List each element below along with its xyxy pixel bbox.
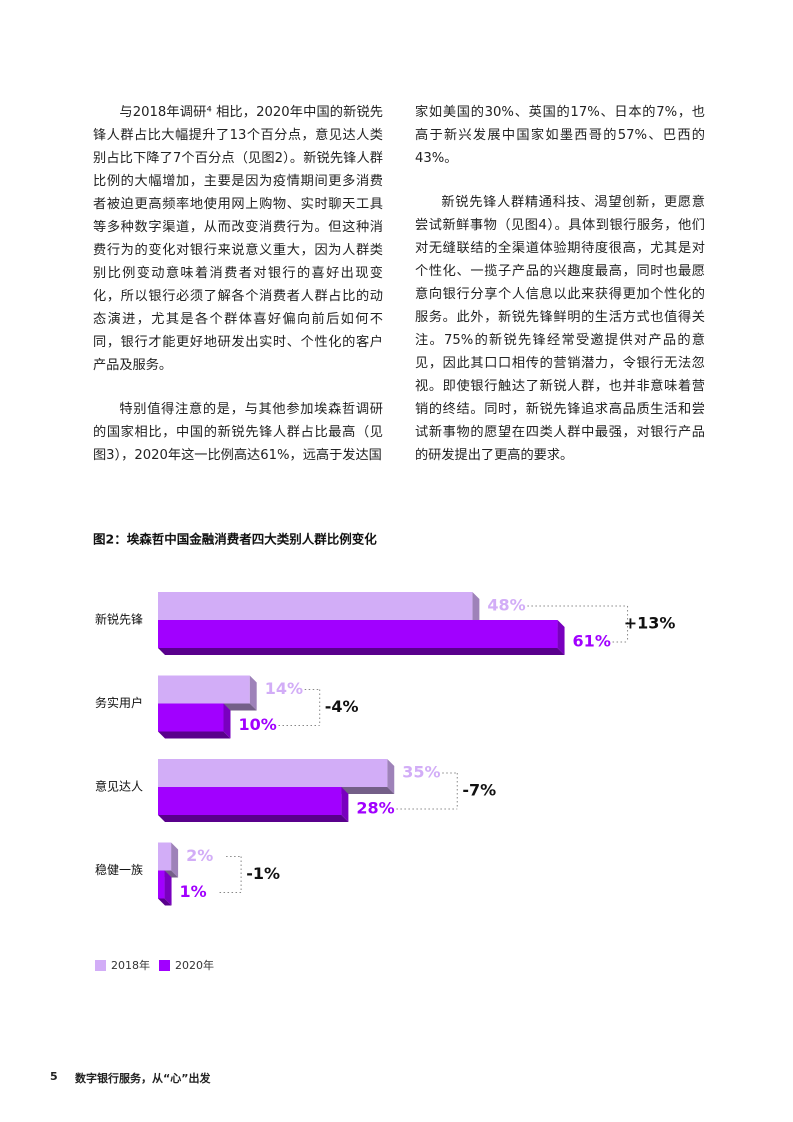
legend-label: 2018年 bbox=[111, 958, 150, 972]
bar-bottom bbox=[158, 815, 349, 822]
bar-side bbox=[557, 620, 565, 655]
paragraph: 新锐先锋人群精通科技、渴望创新，更愿意尝试新鲜事物（见图4）。具体到银行服务，他… bbox=[415, 195, 705, 463]
right-column: 家如美国的30%、英国的17%、日本的7%，也高于新兴发展中国家如墨西哥的57%… bbox=[415, 101, 705, 488]
bar-side bbox=[171, 842, 179, 878]
legend-swatch bbox=[95, 960, 106, 971]
category-label: 稳健一族 bbox=[95, 862, 143, 877]
change-label: -7% bbox=[462, 781, 496, 800]
bar bbox=[158, 675, 250, 704]
bar-side bbox=[164, 870, 172, 906]
value-label: 1% bbox=[180, 882, 207, 901]
value-label: 2% bbox=[186, 846, 213, 865]
category-label: 意见达人 bbox=[95, 779, 143, 794]
bar bbox=[158, 842, 172, 871]
paragraph: 与2018年调研⁴ 相比，2020年中国的新锐先锋人群占比大幅提升了13个百分点… bbox=[93, 105, 383, 373]
category-label: 新锐先锋 bbox=[95, 612, 143, 627]
bar-side bbox=[387, 759, 395, 794]
category-label: 务实用户 bbox=[95, 695, 143, 710]
value-label: 10% bbox=[239, 715, 277, 734]
value-label: 28% bbox=[356, 799, 394, 818]
bar-bottom bbox=[158, 898, 172, 906]
bar-side bbox=[472, 592, 480, 627]
bar bbox=[158, 759, 388, 787]
chart-title: 图2：埃森哲中国金融消费者四大类别人群比例变化 bbox=[93, 532, 377, 547]
bar-side bbox=[341, 787, 349, 822]
value-label: 14% bbox=[265, 679, 303, 698]
value-label: 35% bbox=[402, 763, 440, 782]
paragraph: 家如美国的30%、英国的17%、日本的7%，也高于新兴发展中国家如墨西哥的57%… bbox=[415, 105, 705, 166]
bar bbox=[158, 787, 342, 815]
legend-label: 2020年 bbox=[175, 958, 214, 972]
bar-side bbox=[223, 703, 231, 739]
value-label: 48% bbox=[487, 596, 525, 615]
bar bbox=[158, 870, 165, 899]
bar-bottom bbox=[158, 731, 231, 739]
bar bbox=[158, 620, 558, 648]
change-label: -4% bbox=[325, 697, 359, 716]
value-label: 61% bbox=[573, 632, 611, 651]
paragraph: 特别值得注意的是，与其他参加埃森哲调研的国家相比，中国的新锐先锋人群占比最高（见… bbox=[93, 402, 383, 463]
bar-side bbox=[249, 675, 257, 711]
bar bbox=[158, 592, 473, 620]
change-label: +13% bbox=[624, 614, 676, 633]
page-number: 5 bbox=[50, 1070, 58, 1083]
left-column: 与2018年调研⁴ 相比，2020年中国的新锐先锋人群占比大幅提升了13个百分点… bbox=[93, 101, 383, 488]
footer-title: 数字银行服务，从“心”出发 bbox=[75, 1072, 211, 1085]
bar bbox=[158, 703, 224, 732]
change-label: -1% bbox=[246, 864, 280, 883]
bar-bottom bbox=[158, 648, 565, 655]
legend-swatch bbox=[159, 960, 170, 971]
